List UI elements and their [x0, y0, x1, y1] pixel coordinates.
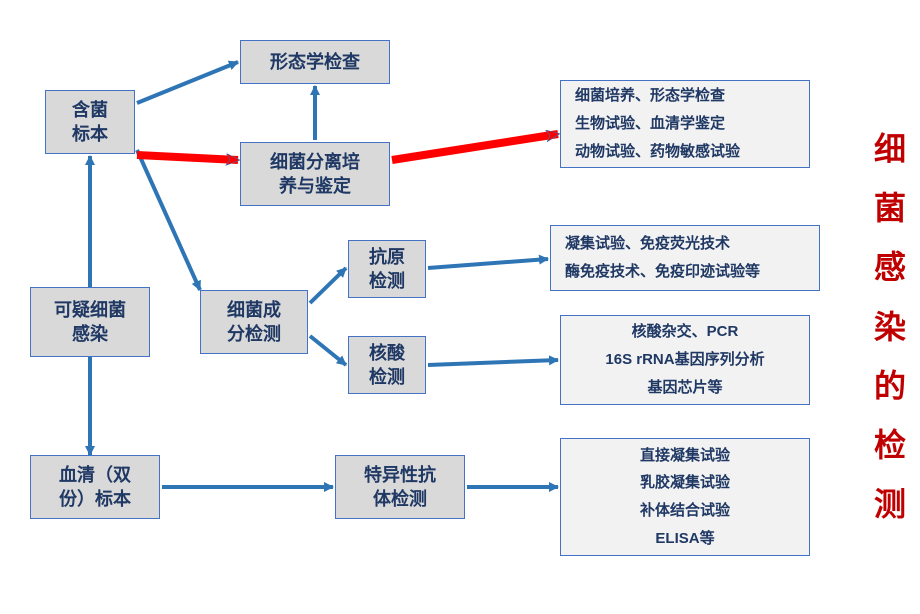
line: 动物试验、药物敏感试验: [575, 138, 740, 166]
line: 酶免疫技术、免疫印迹试验等: [565, 258, 760, 286]
label: 含菌标本: [72, 98, 108, 147]
node-bacteria-sample: 含菌标本: [45, 90, 135, 154]
page-title-vertical: 细菌感染的检测: [868, 120, 912, 534]
node-isolation: 细菌分离培养与鉴定: [240, 142, 390, 206]
node-suspected-infection: 可疑细菌感染: [30, 287, 150, 357]
line: ELISA等: [575, 525, 795, 553]
line: 凝集试验、免疫荧光技术: [565, 230, 760, 258]
label: 特异性抗体检测: [364, 463, 436, 512]
node-morphology: 形态学检查: [240, 40, 390, 84]
info-isolation-methods: 细菌培养、形态学检查 生物试验、血清学鉴定 动物试验、药物敏感试验: [560, 80, 810, 168]
info-antigen-methods: 凝集试验、免疫荧光技术 酶免疫技术、免疫印迹试验等: [550, 225, 820, 291]
label: 细菌分离培养与鉴定: [270, 150, 360, 199]
label: 可疑细菌感染: [54, 298, 126, 347]
node-serum-sample: 血清（双份）标本: [30, 455, 160, 519]
node-nucleic-acid: 核酸检测: [348, 336, 426, 394]
label: 抗原检测: [369, 245, 405, 294]
line: 核酸杂交、PCR: [575, 318, 795, 346]
label: 核酸检测: [369, 341, 405, 390]
line: 生物试验、血清学鉴定: [575, 110, 740, 138]
line: 补体结合试验: [575, 497, 795, 525]
line: 16S rRNA基因序列分析: [575, 346, 795, 374]
info-nucleic-methods: 核酸杂交、PCR 16S rRNA基因序列分析 基因芯片等: [560, 315, 810, 405]
label: 血清（双份）标本: [59, 463, 131, 512]
node-antibody: 特异性抗体检测: [335, 455, 465, 519]
line: 细菌培养、形态学检查: [575, 82, 740, 110]
node-antigen: 抗原检测: [348, 240, 426, 298]
line: 直接凝集试验: [575, 442, 795, 470]
label: 形态学检查: [270, 50, 360, 74]
info-antibody-methods: 直接凝集试验 乳胶凝集试验 补体结合试验 ELISA等: [560, 438, 810, 556]
line: 基因芯片等: [575, 374, 795, 402]
line: 乳胶凝集试验: [575, 469, 795, 497]
node-component-detection: 细菌成分检测: [200, 290, 308, 354]
label: 细菌成分检测: [227, 298, 281, 347]
